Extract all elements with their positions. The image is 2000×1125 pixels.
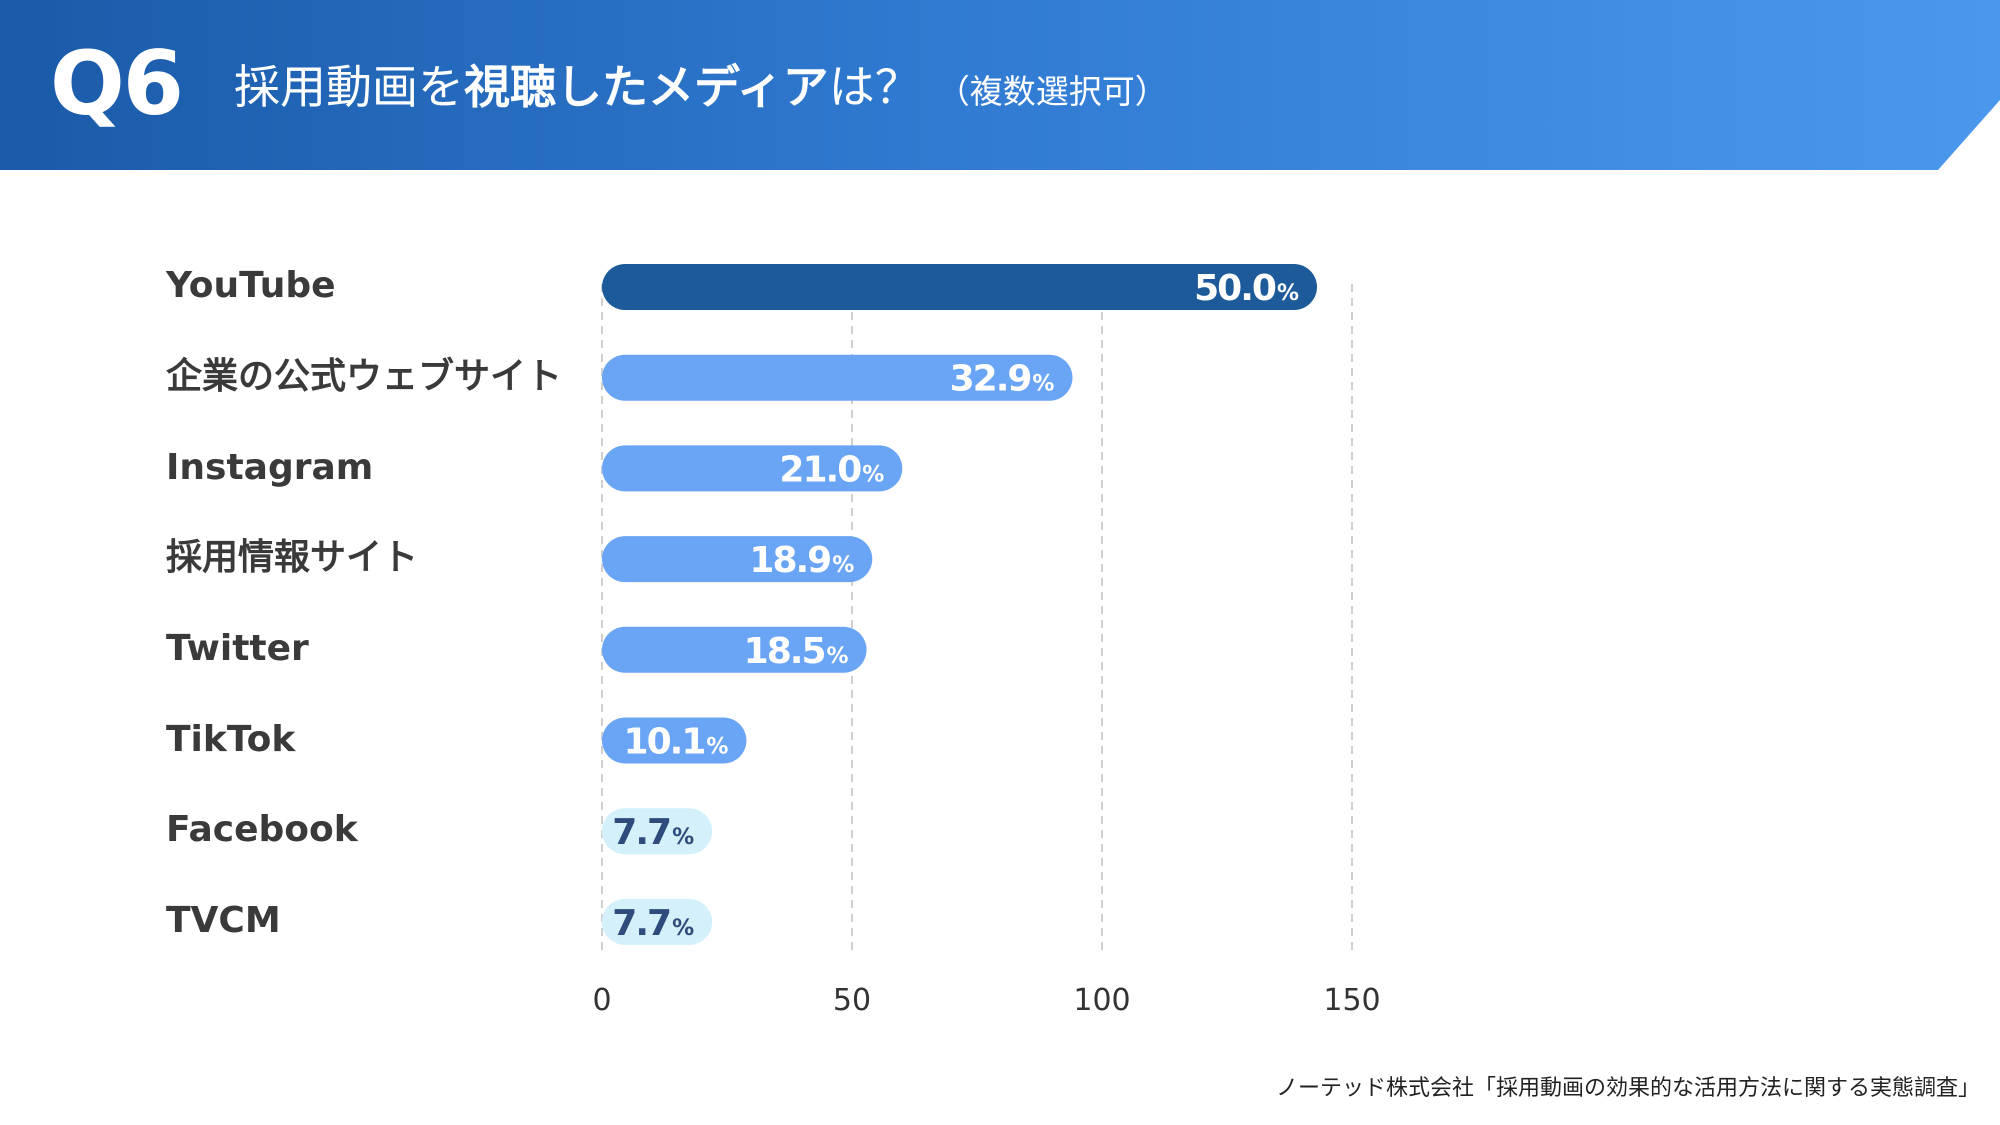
- title-part-3: は？: [828, 60, 921, 114]
- bar-value-unit-4: %: [827, 644, 849, 669]
- bar-value-label-7: 7.7%: [612, 903, 694, 944]
- bar-value-unit-0: %: [1277, 281, 1299, 306]
- category-label-tiktok: TikTok: [166, 719, 296, 760]
- bar-value-number-1: 32.9: [950, 359, 1031, 400]
- bar-1: [602, 354, 1073, 401]
- source-credit: ノーテッド株式会社「採用動画の効果的な活用方法に関する実態調査」: [1275, 1076, 1980, 1101]
- category-label-tvcm: TVCM: [166, 900, 281, 941]
- bar-value-number-3: 18.9: [749, 540, 830, 581]
- header-banner: [0, 0, 2000, 170]
- bar-value-label-3: 18.9%: [749, 540, 854, 581]
- bar-value-number-6: 7.7: [612, 812, 670, 853]
- bar-value-unit-7: %: [672, 916, 694, 941]
- bar-value-label-4: 18.5%: [744, 631, 849, 672]
- bar-0: [602, 264, 1317, 310]
- bar-value-unit-1: %: [1032, 372, 1054, 397]
- bar-value-number-7: 7.7: [612, 903, 670, 944]
- bar-value-label-2: 21.0%: [779, 449, 884, 490]
- category-label-recruiting-site: 採用情報サイト: [166, 537, 419, 578]
- page-title: 採用動画を視聴したメディアは？ （複数選択可）: [234, 52, 1168, 127]
- title-part-1: 採用動画を: [234, 60, 464, 114]
- category-label-corporate-website: 企業の公式ウェブサイト: [166, 356, 563, 397]
- bar-value-unit-6: %: [672, 825, 694, 850]
- x-tick-label-150: 150: [1323, 983, 1380, 1018]
- x-tick-label-0: 0: [592, 983, 611, 1018]
- bar-6: [602, 808, 713, 855]
- title-sub: （複数選択可）: [936, 72, 1168, 111]
- title-part-2: 視聴したメディア: [464, 60, 829, 114]
- bar-value-label-1: 32.9%: [950, 359, 1055, 400]
- bar-value-unit-5: %: [706, 735, 728, 760]
- bar-value-unit-2: %: [862, 462, 884, 487]
- x-tick-label-100: 100: [1073, 983, 1130, 1018]
- bar-value-label-6: 7.7%: [612, 812, 694, 853]
- bar-value-number-5: 10.1: [624, 722, 705, 763]
- bar-value-number-4: 18.5: [744, 631, 825, 672]
- bar-2: [602, 445, 903, 492]
- bar-3: [602, 536, 873, 583]
- category-label-instagram: Instagram: [166, 447, 374, 488]
- bar-value-number-0: 50.0: [1194, 268, 1276, 309]
- bar-4: [602, 626, 867, 673]
- x-tick-label-50: 50: [833, 983, 871, 1018]
- bar-value-unit-3: %: [832, 553, 854, 578]
- category-label-facebook: Facebook: [166, 809, 358, 850]
- bar-5: [602, 717, 747, 764]
- bar-value-label-5: 10.1%: [624, 722, 729, 763]
- question-number: Q6: [50, 32, 184, 135]
- bar-value-label-0: 50.0%: [1194, 268, 1299, 309]
- bar-7: [602, 898, 713, 945]
- bar-value-number-2: 21.0: [779, 449, 861, 490]
- category-label-twitter: Twitter: [166, 628, 309, 669]
- category-label-youtube: YouTube: [166, 265, 336, 306]
